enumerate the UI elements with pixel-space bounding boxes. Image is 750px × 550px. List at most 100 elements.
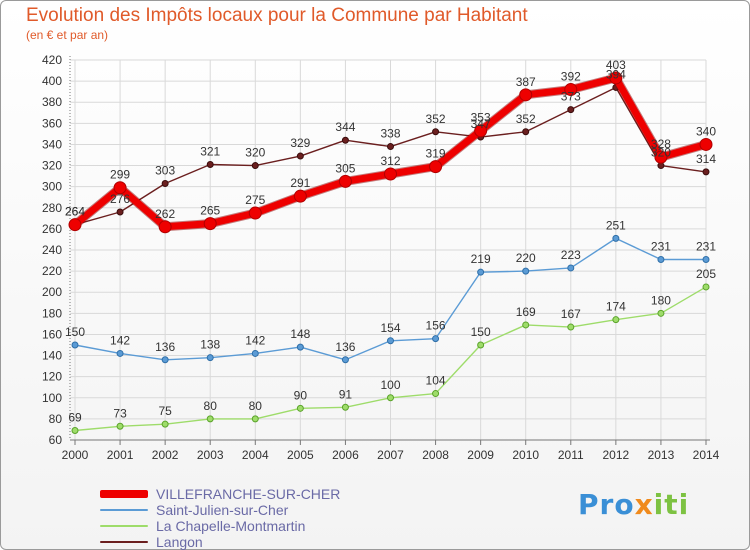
x-tick-label: 2004 [242, 448, 269, 462]
legend-label-langon: Langon [156, 534, 203, 550]
point-saint-julien-sur-cher [477, 268, 485, 276]
data-label-la-chapelle-montmartin: 174 [606, 300, 626, 314]
data-label-saint-julien-sur-cher: 251 [606, 218, 626, 232]
point-villefranche-sur-cher [338, 174, 352, 188]
data-label-langon: 352 [426, 112, 446, 126]
point-la-chapelle-montmartin [206, 415, 214, 423]
point-saint-julien-sur-cher [341, 356, 349, 364]
data-label-langon: 320 [245, 146, 265, 160]
point-langon [702, 168, 710, 176]
y-tick-label: 260 [42, 222, 62, 236]
point-la-chapelle-montmartin [116, 422, 124, 430]
data-label-la-chapelle-montmartin: 205 [696, 267, 716, 281]
legend-swatch-la-chapelle [100, 525, 148, 527]
point-la-chapelle-montmartin [161, 420, 169, 428]
data-label-saint-julien-sur-cher: 150 [65, 325, 85, 339]
data-label-la-chapelle-montmartin: 75 [158, 404, 172, 418]
data-label-saint-julien-sur-cher: 136 [155, 340, 175, 354]
point-saint-julien-sur-cher [387, 337, 394, 345]
point-langon [206, 161, 214, 168]
data-label-villefranche-sur-cher: 262 [155, 207, 175, 221]
logo-part-2: x [634, 488, 654, 521]
x-tick-label: 2012 [603, 448, 630, 462]
data-label-langon: 338 [380, 127, 400, 141]
point-la-chapelle-montmartin [341, 403, 349, 411]
point-villefranche-sur-cher [113, 181, 127, 195]
data-label-la-chapelle-montmartin: 100 [380, 378, 400, 392]
data-label-saint-julien-sur-cher: 136 [335, 340, 355, 354]
point-saint-julien-sur-cher [161, 356, 169, 364]
x-tick-label: 2000 [62, 448, 89, 462]
y-tick-label: 80 [49, 412, 63, 426]
chart-title: Evolution des Impôts locaux pour la Comm… [26, 5, 528, 26]
point-villefranche-sur-cher [293, 189, 307, 203]
y-tick-label: 300 [42, 180, 62, 194]
legend-swatch-langon [100, 541, 148, 543]
point-saint-julien-sur-cher [71, 341, 79, 349]
data-label-villefranche-sur-cher: 387 [516, 75, 536, 89]
point-langon [251, 162, 259, 170]
point-la-chapelle-montmartin [702, 283, 710, 291]
data-label-villefranche-sur-cher: 264 [65, 205, 85, 219]
data-label-langon: 321 [200, 145, 220, 159]
legend-label-saint-julien: Saint-Julien-sur-Cher [156, 502, 289, 518]
point-langon [432, 128, 440, 136]
point-saint-julien-sur-cher [432, 335, 440, 343]
x-tick-label: 2009 [467, 448, 494, 462]
point-la-chapelle-montmartin [387, 394, 394, 402]
point-la-chapelle-montmartin [251, 415, 259, 423]
data-label-langon: 347 [471, 117, 491, 131]
proxiti-logo: Proxiti [578, 488, 689, 521]
data-label-la-chapelle-montmartin: 91 [339, 387, 353, 401]
data-label-saint-julien-sur-cher: 148 [290, 327, 310, 341]
data-label-langon: 320 [651, 146, 671, 160]
y-tick-label: 280 [42, 201, 62, 215]
point-villefranche-sur-cher [564, 83, 578, 97]
data-label-saint-julien-sur-cher: 223 [561, 248, 581, 262]
x-tick-label: 2007 [377, 448, 404, 462]
y-tick-label: 100 [42, 391, 62, 405]
axes: 60 80 100 120 140 160 180 200 220 240 260 280 300 320… [42, 53, 720, 462]
data-label-saint-julien-sur-cher: 142 [245, 333, 265, 347]
point-villefranche-sur-cher [248, 206, 262, 220]
data-label-saint-julien-sur-cher: 231 [696, 240, 716, 254]
point-la-chapelle-montmartin [432, 390, 440, 398]
y-tick-label: 200 [42, 285, 62, 299]
data-label-langon: 352 [516, 112, 536, 126]
data-label-saint-julien-sur-cher: 154 [380, 321, 400, 335]
point-la-chapelle-montmartin [612, 316, 620, 324]
point-saint-julien-sur-cher [116, 349, 124, 357]
data-label-villefranche-sur-cher: 353 [471, 111, 491, 125]
point-langon [116, 208, 124, 216]
point-villefranche-sur-cher [203, 217, 217, 231]
x-tick-label: 2008 [422, 448, 449, 462]
point-villefranche-sur-cher [429, 160, 443, 174]
y-tick-label: 400 [42, 74, 62, 88]
data-label-langon: 329 [290, 136, 310, 150]
data-label-langon: 276 [110, 192, 130, 206]
point-la-chapelle-montmartin [71, 427, 79, 434]
data-label-la-chapelle-montmartin: 169 [516, 305, 536, 319]
data-label-la-chapelle-montmartin: 69 [68, 411, 82, 425]
point-villefranche-sur-cher [699, 137, 713, 151]
point-villefranche-sur-cher [68, 218, 82, 232]
point-langon [161, 180, 169, 187]
data-label-villefranche-sur-cher: 299 [110, 168, 130, 182]
point-langon [567, 106, 575, 114]
series-layer [68, 71, 713, 434]
data-label-langon: 303 [155, 164, 175, 178]
data-label-villefranche-sur-cher: 291 [290, 176, 310, 190]
x-tick-label: 2011 [558, 448, 584, 462]
logo-part-3: iti [653, 488, 690, 521]
point-saint-julien-sur-cher [702, 256, 710, 263]
data-label-la-chapelle-montmartin: 73 [113, 406, 127, 420]
point-la-chapelle-montmartin [477, 341, 485, 349]
y-tick-label: 160 [42, 327, 62, 341]
data-label-villefranche-sur-cher: 319 [426, 147, 446, 161]
y-tick-label: 240 [42, 243, 62, 257]
point-langon [341, 136, 349, 144]
y-tick-label: 220 [42, 264, 62, 278]
y-tick-label: 420 [42, 53, 62, 67]
point-la-chapelle-montmartin [567, 323, 575, 331]
point-villefranche-sur-cher [609, 71, 623, 85]
